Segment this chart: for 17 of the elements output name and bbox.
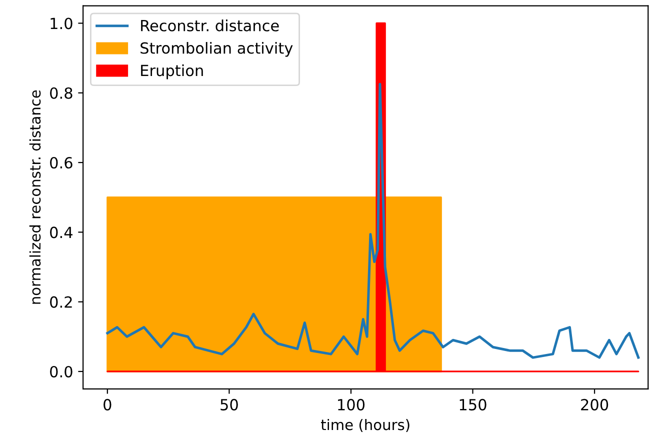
line-series — [106, 82, 640, 359]
x-tick-label: 150 — [460, 398, 486, 410]
y-tick-label: 0.4 — [50, 226, 72, 238]
legend-label: Eruption — [141, 64, 203, 80]
x-tick-label: 0 — [104, 398, 112, 410]
y-tick-label: 0.8 — [50, 87, 72, 99]
x-tick-label: 100 — [338, 398, 365, 410]
legend-label: Reconstr. distance — [141, 20, 279, 32]
x-axis-title: time (hours) — [320, 418, 410, 432]
y-tick-label: 1.0 — [50, 18, 72, 30]
legend-label: Strombolian activity — [140, 42, 293, 57]
x-tick-label: 200 — [581, 398, 608, 410]
y-tick-label: 0.6 — [50, 156, 72, 169]
y-axis-title: normalized reconstr. distance — [29, 90, 41, 304]
y-tick-label: 0.2 — [50, 296, 72, 308]
y-tick-label: 0.0 — [50, 366, 72, 378]
x-tick-label: 50 — [220, 398, 238, 410]
